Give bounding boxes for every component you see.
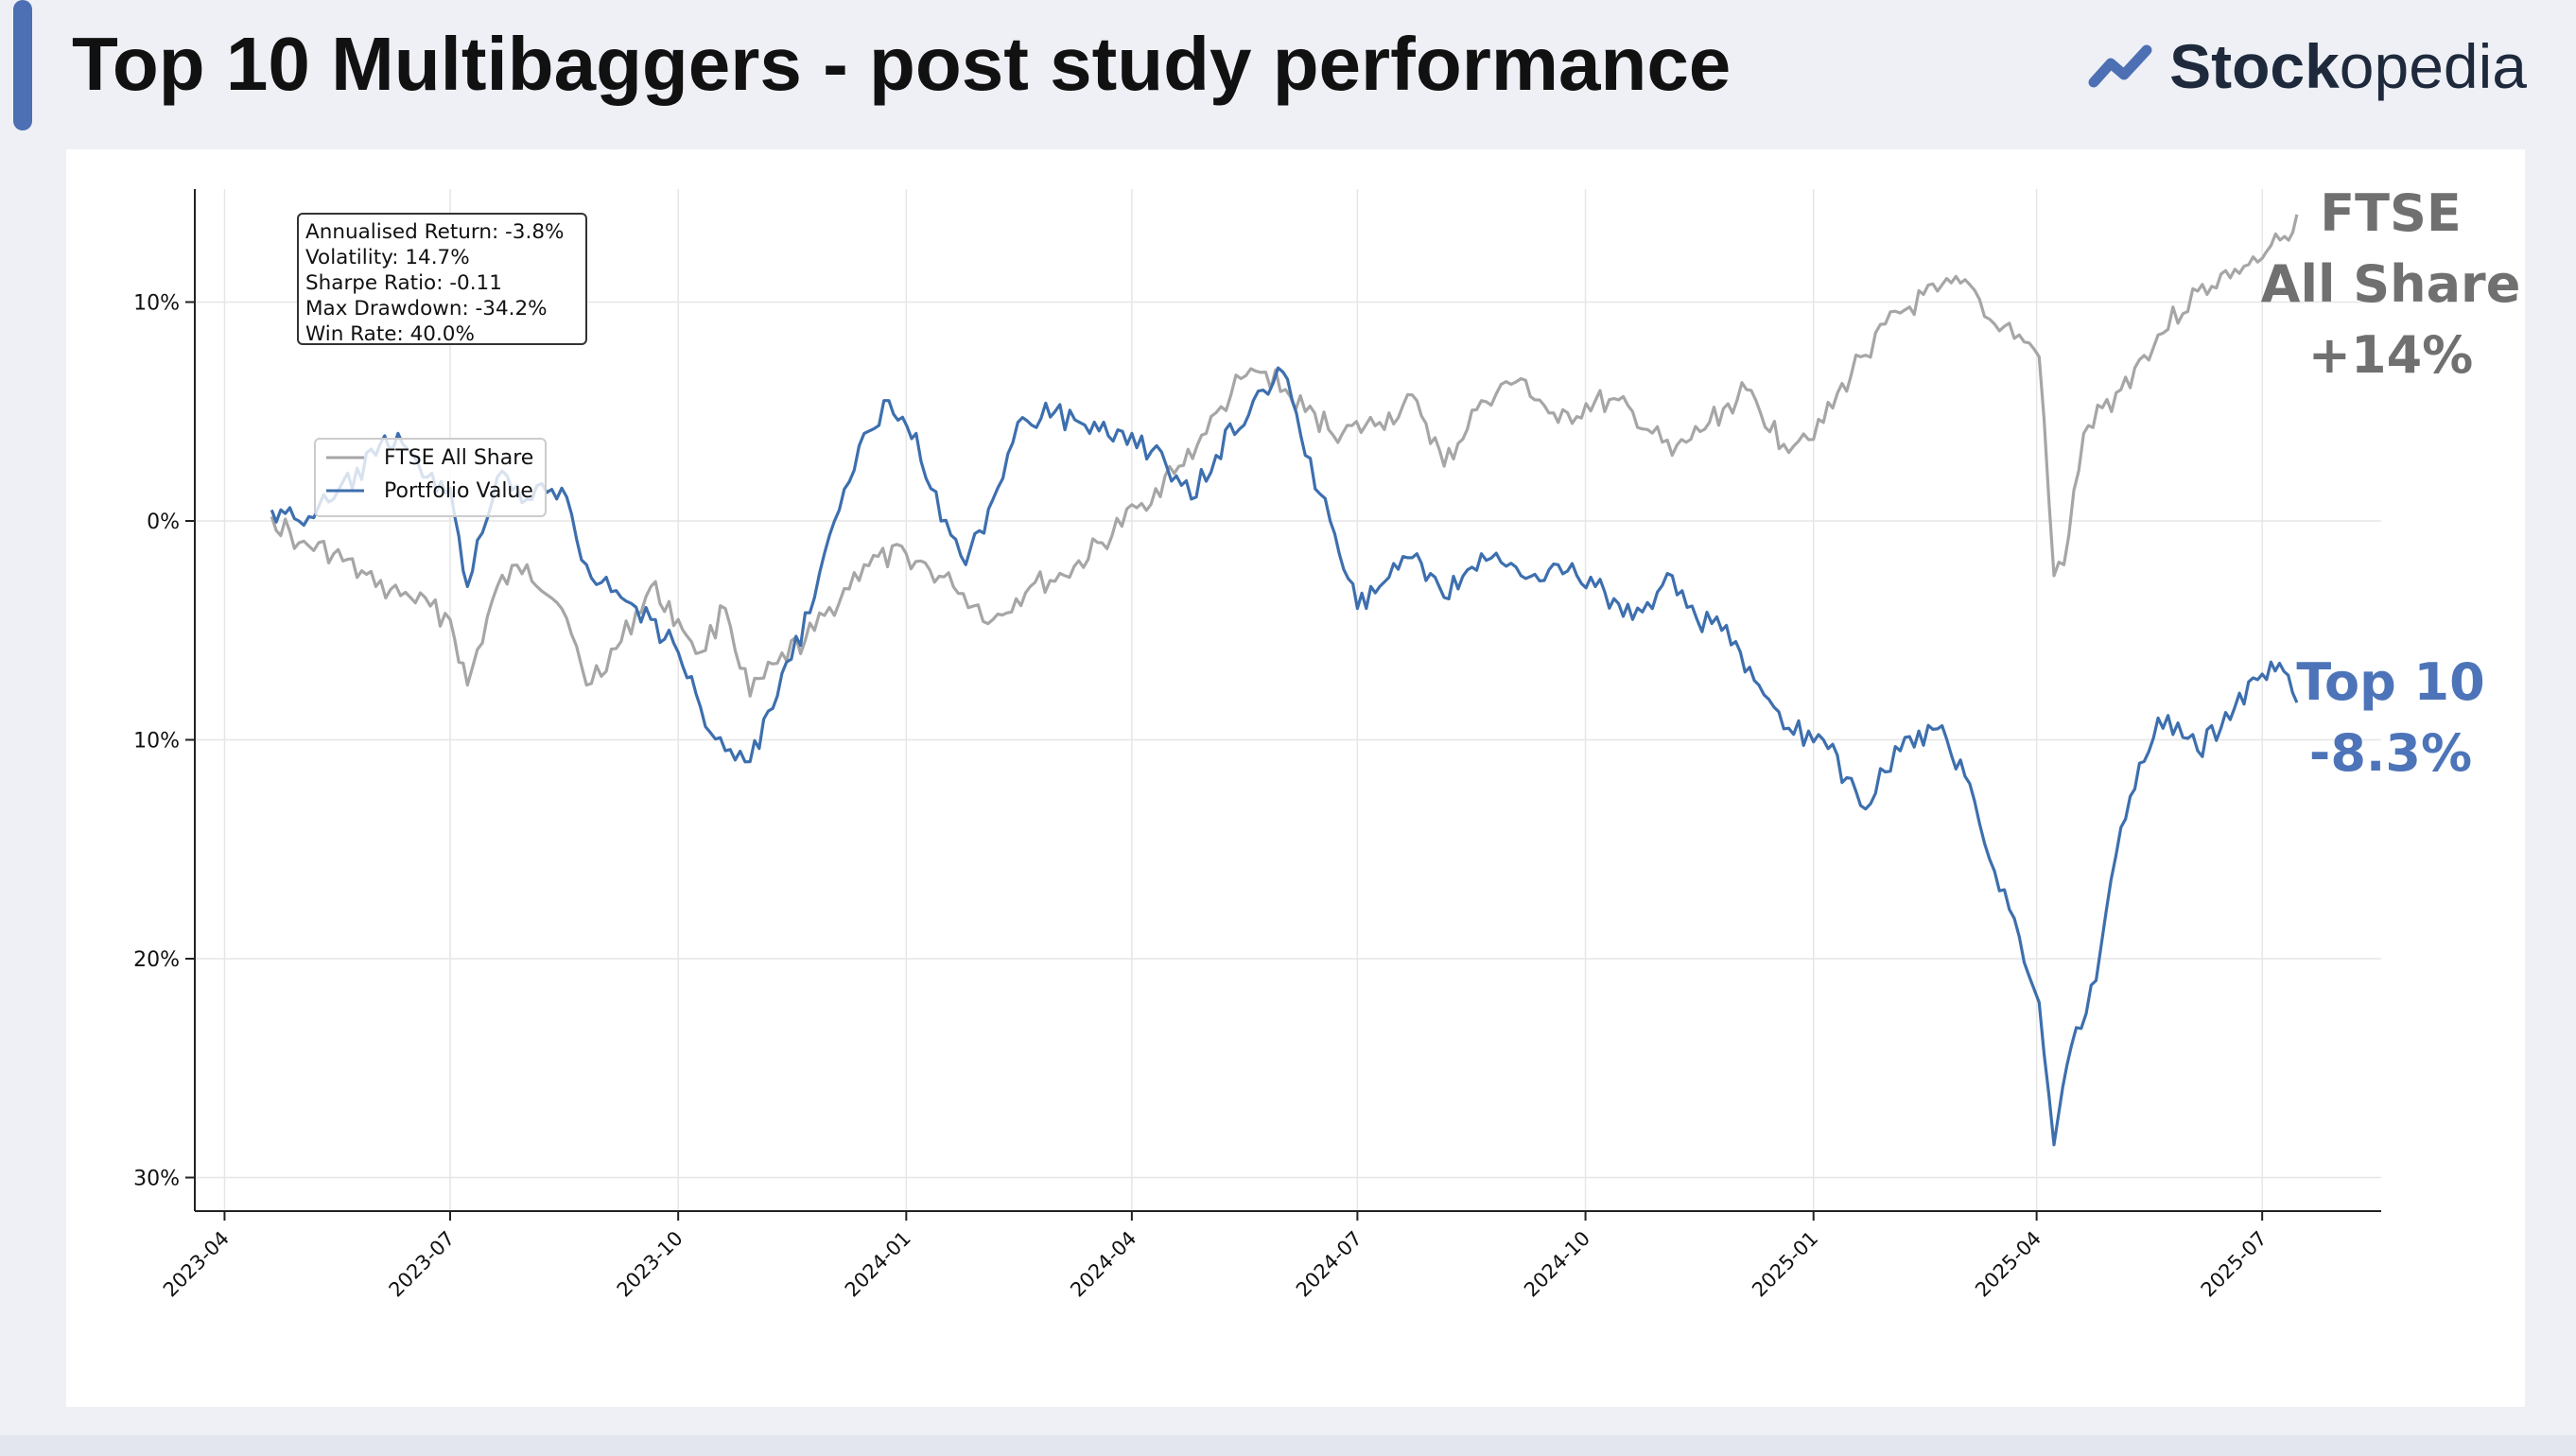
end-label-ftse-line: FTSE	[2320, 183, 2462, 243]
y-tick-label: 10%	[133, 292, 180, 316]
x-tick-label: 2024-04	[1066, 1227, 1140, 1302]
stats-line: Volatility: 14.7%	[305, 246, 470, 269]
stats-line: Sharpe Ratio: -0.11	[305, 271, 502, 295]
x-tick-label: 2024-07	[1292, 1227, 1366, 1302]
y-tick-label: 10%	[133, 730, 180, 754]
y-tick-label: 20%	[133, 948, 180, 972]
brand-name-bold: Stock	[2169, 31, 2340, 101]
stats-line: Win Rate: 40.0%	[305, 322, 475, 346]
series-line-portfolio	[270, 366, 2299, 1147]
y-tick-label: 0%	[147, 511, 180, 534]
stats-line: Max Drawdown: -34.2%	[305, 297, 548, 321]
y-tick-label: 30%	[133, 1168, 180, 1191]
page-title: Top 10 Multibaggers - post study perform…	[72, 22, 1732, 106]
stats-line: Annualised Return: -3.8%	[305, 220, 564, 244]
end-label-ftse: FTSE All Share +14%	[2261, 183, 2521, 385]
x-tick-label: 2023-10	[613, 1227, 688, 1302]
end-label-top10-line: Top 10	[2296, 652, 2484, 712]
legend: FTSE All Share Portfolio Value	[314, 438, 547, 517]
brand-logo: Stockopedia	[2088, 28, 2527, 104]
trend-line-icon	[2088, 44, 2152, 88]
series-lines	[270, 214, 2299, 1147]
footer-band	[0, 1435, 2576, 1456]
end-label-ftse-line: +14%	[2308, 325, 2474, 385]
legend-label-ftse: FTSE All Share	[384, 446, 533, 470]
end-label-top10: Top 10 -8.3%	[2296, 652, 2484, 783]
title-accent-bar	[13, 0, 32, 130]
legend-label-portfolio: Portfolio Value	[384, 479, 533, 503]
stats-box: Annualised Return: -3.8% Volatility: 14.…	[297, 213, 587, 346]
x-tick-label: 2023-04	[159, 1227, 234, 1302]
chart-panel: 10% 0% 10% 20% 30% 2023-04 2023-07 2023-10 2024…	[66, 149, 2525, 1407]
performance-chart: 10% 0% 10% 20% 30% 2023-04 2023-07 2023-10 2024…	[133, 183, 2521, 1302]
x-tick-label: 2025-04	[1971, 1227, 2045, 1302]
brand-name: Stockopedia	[2169, 30, 2527, 102]
y-axis-ticks: 10% 0% 10% 20% 30%	[133, 292, 195, 1191]
x-tick-label: 2024-10	[1520, 1227, 1594, 1302]
x-tick-label: 2025-01	[1748, 1227, 1822, 1302]
axes	[194, 189, 2381, 1212]
end-label-ftse-line: All Share	[2261, 254, 2521, 314]
x-tick-label: 2025-07	[2197, 1227, 2271, 1302]
gridlines	[195, 189, 2381, 1211]
x-tick-label: 2024-01	[841, 1227, 915, 1302]
x-tick-label: 2023-07	[385, 1227, 460, 1302]
brand-name-light: opedia	[2339, 31, 2527, 101]
x-axis-ticks: 2023-04 2023-07 2023-10 2024-01 2024-04 2024-…	[159, 1211, 2271, 1302]
end-label-top10-line: -8.3%	[2309, 723, 2472, 783]
